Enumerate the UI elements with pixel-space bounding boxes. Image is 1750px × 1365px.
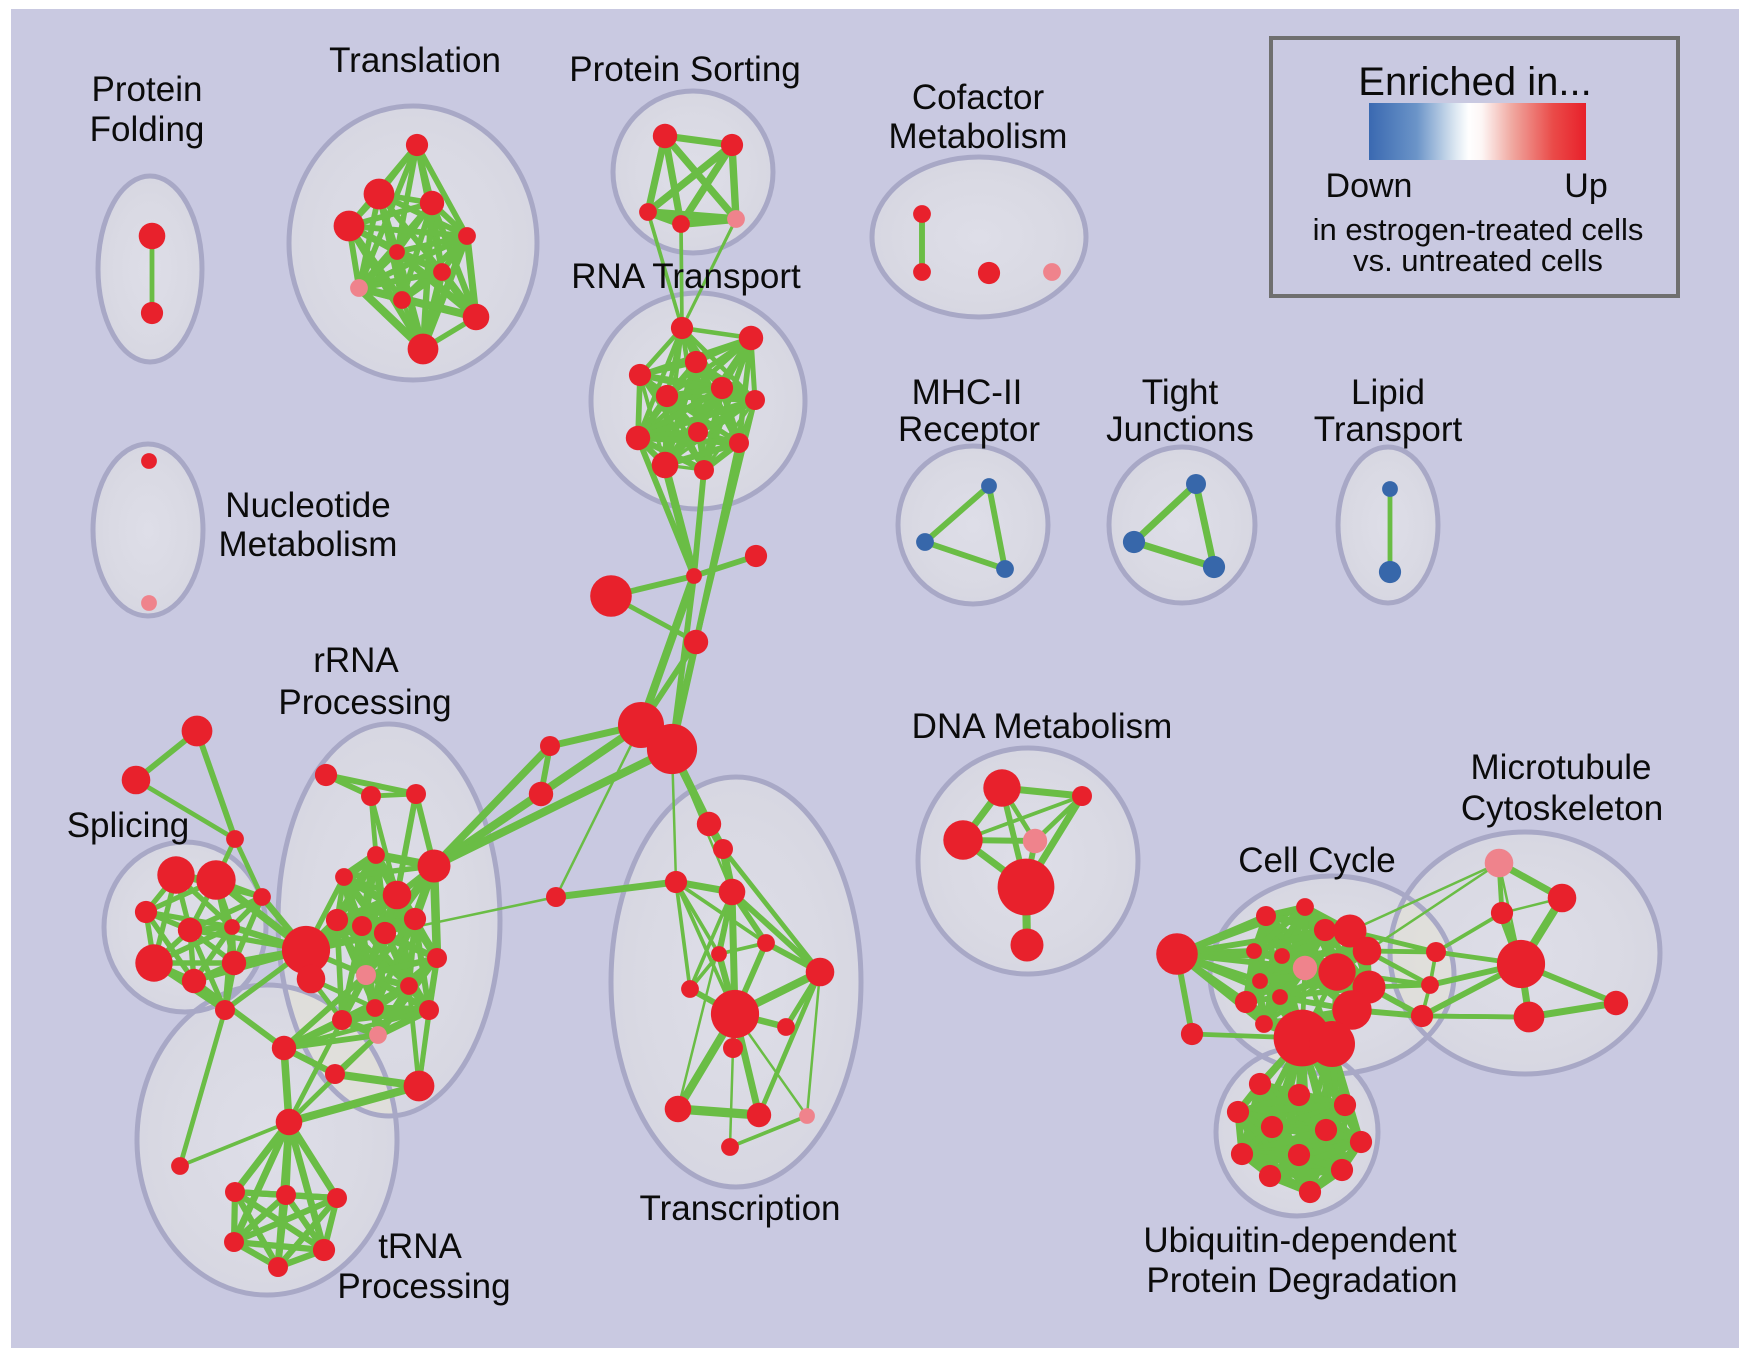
svg-text:Junctions: Junctions (1106, 410, 1254, 449)
svg-text:Cofactor: Cofactor (912, 78, 1045, 117)
svg-text:Metabolism: Metabolism (219, 525, 398, 564)
svg-text:Up: Up (1564, 167, 1607, 205)
svg-text:Cytoskeleton: Cytoskeleton (1461, 789, 1663, 828)
svg-text:tRNA: tRNA (378, 1227, 462, 1266)
svg-text:Folding: Folding (90, 110, 205, 149)
svg-text:Protein Sorting: Protein Sorting (569, 50, 801, 89)
svg-text:Transport: Transport (1314, 410, 1463, 449)
svg-text:DNA Metabolism: DNA Metabolism (912, 707, 1173, 746)
svg-text:Protein Degradation: Protein Degradation (1146, 1261, 1457, 1300)
svg-text:RNA Transport: RNA Transport (571, 257, 801, 296)
svg-text:Cell Cycle: Cell Cycle (1238, 841, 1396, 880)
svg-text:rRNA: rRNA (313, 641, 399, 680)
svg-text:Protein: Protein (92, 70, 203, 109)
svg-text:Tight: Tight (1142, 373, 1219, 412)
svg-text:Nucleotide: Nucleotide (225, 486, 390, 525)
svg-text:Enriched in...: Enriched in... (1358, 60, 1591, 104)
svg-text:Microtubule: Microtubule (1471, 748, 1652, 787)
svg-text:Ubiquitin-dependent: Ubiquitin-dependent (1143, 1221, 1457, 1260)
svg-text:Metabolism: Metabolism (889, 117, 1068, 156)
svg-text:Down: Down (1326, 167, 1413, 205)
svg-text:Lipid: Lipid (1351, 373, 1425, 412)
svg-text:vs. untreated cells: vs. untreated cells (1353, 243, 1603, 278)
svg-text:Processing: Processing (337, 1267, 510, 1306)
svg-text:Receptor: Receptor (898, 410, 1040, 449)
svg-text:Processing: Processing (278, 683, 451, 722)
svg-text:in estrogen-treated cells: in estrogen-treated cells (1313, 212, 1644, 247)
svg-text:Translation: Translation (329, 41, 501, 80)
svg-text:MHC-II: MHC-II (912, 373, 1023, 412)
svg-text:Transcription: Transcription (640, 1189, 841, 1228)
svg-text:Splicing: Splicing (67, 806, 190, 845)
